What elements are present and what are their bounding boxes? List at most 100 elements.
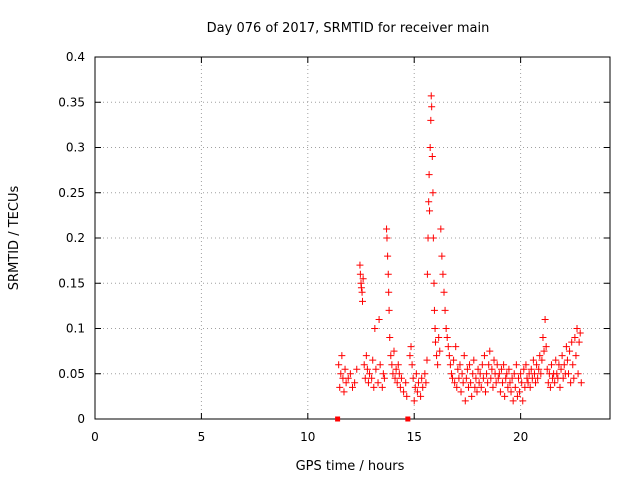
y-tick-label: 0.25	[58, 186, 85, 200]
data-point	[508, 374, 516, 382]
y-tick-label: 0.05	[58, 367, 85, 381]
data-point	[366, 370, 374, 378]
data-point	[518, 379, 526, 387]
data-point	[542, 343, 550, 351]
data-point	[455, 374, 463, 382]
data-point	[535, 365, 543, 373]
data-point	[493, 361, 501, 369]
data-point	[336, 383, 344, 391]
data-point	[485, 361, 493, 369]
data-point	[450, 356, 458, 364]
data-point	[553, 370, 561, 378]
data-point	[569, 361, 577, 369]
data-point	[353, 365, 361, 373]
data-point	[437, 225, 445, 233]
data-point	[573, 325, 581, 332]
data-point	[488, 365, 496, 373]
data-point	[375, 315, 383, 323]
data-point	[552, 356, 560, 364]
data-point	[492, 379, 500, 387]
data-point	[351, 379, 359, 387]
data-point	[388, 361, 396, 369]
data-point	[430, 279, 438, 287]
data-point	[389, 370, 397, 378]
data-point	[359, 297, 367, 305]
data-point	[476, 370, 484, 378]
data-point	[457, 388, 465, 396]
x-tick-label: 15	[407, 430, 422, 444]
data-point	[524, 379, 532, 387]
data-point	[423, 270, 431, 278]
data-point	[425, 171, 433, 179]
data-point	[509, 397, 517, 405]
data-point	[514, 374, 522, 382]
data-point	[442, 325, 450, 332]
data-point	[469, 370, 477, 378]
data-point	[342, 379, 350, 387]
data-point	[349, 383, 356, 391]
data-point	[428, 103, 436, 111]
grid-layer	[95, 57, 610, 419]
data-point	[466, 361, 474, 369]
data-point	[516, 388, 524, 396]
data-point	[337, 370, 345, 378]
data-point	[364, 379, 372, 387]
data-point	[463, 365, 471, 373]
data-point	[456, 361, 464, 369]
data-point	[428, 153, 436, 161]
data-point	[380, 374, 388, 382]
data-point	[390, 347, 398, 355]
x-tick-label: 0	[91, 430, 99, 444]
data-point	[571, 334, 579, 342]
data-point	[490, 356, 498, 364]
data-point	[438, 252, 446, 260]
data-point	[374, 379, 382, 387]
data-point	[439, 270, 447, 278]
data-point	[433, 352, 441, 360]
data-point	[483, 370, 491, 378]
data-point	[445, 352, 453, 360]
data-point	[486, 347, 494, 355]
data-point	[344, 374, 352, 382]
data-point	[356, 261, 364, 269]
data-point	[362, 352, 370, 360]
data-point	[544, 379, 552, 387]
data-point	[471, 383, 479, 391]
data-point	[479, 374, 487, 382]
data-point	[413, 388, 421, 396]
data-point	[522, 361, 530, 369]
data-point	[384, 270, 392, 278]
data-point	[427, 92, 435, 100]
data-point	[560, 361, 568, 369]
data-point	[572, 352, 580, 360]
data-point	[468, 392, 476, 400]
data-point	[431, 325, 439, 332]
data-point	[568, 338, 576, 346]
data-point	[489, 383, 497, 391]
data-point	[406, 352, 414, 360]
data-point	[346, 370, 354, 378]
data-point	[536, 352, 544, 360]
data-point	[452, 343, 460, 351]
x-axis-label: GPS time / hours	[296, 459, 405, 474]
data-point	[500, 361, 508, 369]
data-point	[497, 365, 505, 373]
data-point	[376, 361, 384, 369]
data-point	[494, 374, 502, 382]
data-point	[426, 144, 434, 151]
y-tick-label: 0.15	[58, 276, 85, 290]
data-point	[403, 392, 411, 400]
data-point	[467, 379, 475, 387]
data-point	[411, 383, 419, 391]
data-point	[358, 288, 366, 296]
data-point	[368, 374, 376, 382]
data-point	[539, 334, 547, 342]
data-point	[379, 370, 387, 378]
data-point	[565, 370, 573, 378]
x-tick-label: 5	[198, 430, 206, 444]
data-point	[427, 116, 435, 124]
data-point	[396, 383, 404, 391]
data-point	[474, 365, 482, 373]
data-point	[541, 315, 549, 323]
